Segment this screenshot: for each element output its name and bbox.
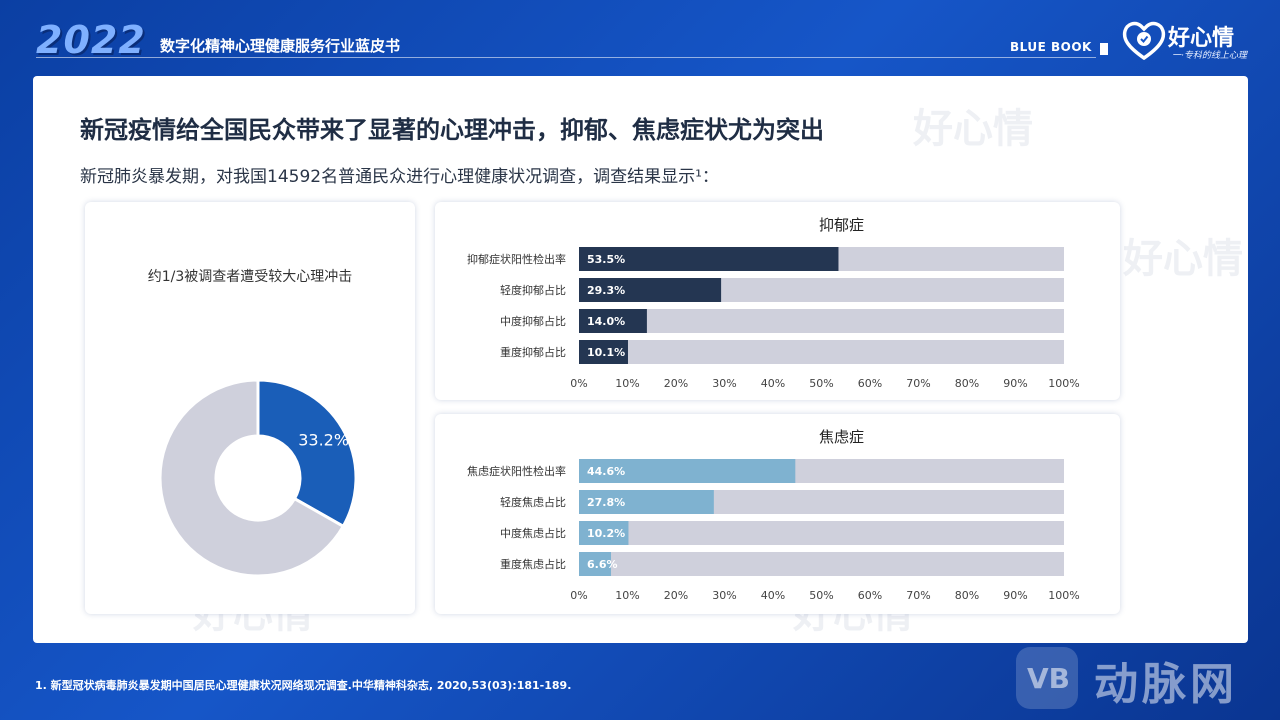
- x-tick-label: 40%: [761, 377, 785, 390]
- x-tick-label: 60%: [858, 589, 882, 602]
- bar: [579, 247, 839, 271]
- bar: [579, 490, 714, 514]
- bar-track: [579, 552, 1064, 576]
- pie-chart: 33.2%: [158, 378, 358, 578]
- header-divider: [36, 57, 1096, 58]
- depression-chart-panel: 抑郁症抑郁症状阳性检出率 53.5% 轻度抑郁占比 29.3% 中度抑郁占比 14.0% 重…: [435, 202, 1120, 400]
- x-tick-label: 80%: [955, 377, 979, 390]
- x-tick-label: 0%: [570, 589, 587, 602]
- watermark: 好心情: [1123, 236, 1243, 282]
- x-tick-label: 80%: [955, 589, 979, 602]
- x-tick-label: 90%: [1003, 589, 1027, 602]
- bar-value-label: 53.5%: [587, 253, 625, 266]
- bar-chart-title: 焦虑症: [819, 428, 864, 446]
- bar-value-label: 27.8%: [587, 496, 625, 509]
- logo-tagline: 一·专科的线上心理: [1172, 51, 1247, 61]
- bar: [579, 340, 628, 364]
- category-label: 中度焦虑占比: [500, 526, 566, 540]
- category-label: 重度焦虑占比: [500, 557, 566, 571]
- bar-track: [579, 309, 1064, 333]
- vb-logo-letters: VB: [1027, 662, 1071, 695]
- bar-value-label: 6.6%: [587, 558, 618, 571]
- category-label: 中度抑郁占比: [500, 314, 566, 328]
- bar-track: [579, 340, 1064, 364]
- x-tick-label: 100%: [1048, 377, 1079, 390]
- x-tick-label: 20%: [664, 377, 688, 390]
- year-title: 2022: [36, 18, 146, 62]
- bar-value-label: 29.3%: [587, 284, 625, 297]
- heart-logo-icon: [1122, 21, 1166, 60]
- category-label: 焦虑症状阳性检出率: [467, 464, 566, 478]
- x-tick-label: 0%: [570, 377, 587, 390]
- bar-chart-title: 抑郁症: [819, 216, 864, 234]
- pie-slice: [158, 378, 346, 578]
- x-tick-label: 70%: [906, 377, 930, 390]
- x-tick-label: 70%: [906, 589, 930, 602]
- x-tick-label: 100%: [1048, 589, 1079, 602]
- vb-brand-text: 动脉网: [1094, 659, 1238, 710]
- bar-value-label: 10.1%: [587, 346, 625, 359]
- logo-text: 好心情: [1168, 26, 1235, 51]
- category-label: 抑郁症状阳性检出率: [467, 252, 566, 266]
- footnote: 1. 新型冠状病毒肺炎暴发期中国居民心理健康状况网络现况调查.中华精神科杂志, …: [35, 679, 572, 692]
- watermark: 好心情: [913, 106, 1033, 152]
- blue-book-label: BLUE BOOK: [1010, 40, 1092, 54]
- x-tick-label: 20%: [664, 589, 688, 602]
- header-marker: [1100, 43, 1108, 55]
- bar: [579, 552, 612, 576]
- bar: [579, 309, 647, 333]
- vb-logo-icon: [1016, 647, 1078, 709]
- pie-chart-panel: 约1/3被调查者遭受较大心理冲击 33.2%: [85, 202, 415, 614]
- page-subtitle: 新冠肺炎暴发期，对我国14592名普通民众进行心理健康状况调查，调查结果显示¹：: [80, 167, 719, 187]
- x-tick-label: 30%: [712, 377, 736, 390]
- x-tick-label: 50%: [809, 377, 833, 390]
- x-tick-label: 50%: [809, 589, 833, 602]
- header-bar: 2022 数字化精神心理健康服务行业蓝皮书 BLUE BOOK 好心情 一·专科…: [0, 0, 1280, 72]
- category-label: 轻度抑郁占比: [500, 283, 566, 297]
- book-title: 数字化精神心理健康服务行业蓝皮书: [160, 37, 401, 55]
- anxiety-chart-panel: 焦虑症焦虑症状阳性检出率 44.6% 轻度焦虑占比 27.8% 中度焦虑占比 10.2% 重…: [435, 414, 1120, 614]
- bar-value-label: 10.2%: [587, 527, 625, 540]
- x-tick-label: 10%: [615, 589, 639, 602]
- bar-value-label: 14.0%: [587, 315, 625, 328]
- x-tick-label: 90%: [1003, 377, 1027, 390]
- x-tick-label: 10%: [615, 377, 639, 390]
- bar-track: [579, 521, 1064, 545]
- brand-logo: 好心情 一·专科的线上心理: [1122, 18, 1252, 64]
- page-title: 新冠疫情给全国民众带来了显著的心理冲击，抑郁、焦虑症状尤为突出: [80, 116, 824, 144]
- bar: [579, 521, 629, 545]
- pie-slice: [256, 378, 358, 529]
- content-card: 好心情 好心情 好心情 好心情 新冠疫情给全国民众带来了显著的心理冲击，抑郁、焦…: [33, 76, 1248, 643]
- x-tick-label: 40%: [761, 589, 785, 602]
- pie-slice-label: 33.2%: [298, 431, 349, 450]
- x-tick-label: 60%: [858, 377, 882, 390]
- bar-value-label: 44.6%: [587, 465, 625, 478]
- x-tick-label: 30%: [712, 589, 736, 602]
- pie-chart-title: 约1/3被调查者遭受较大心理冲击: [147, 269, 353, 285]
- bar: [579, 459, 796, 483]
- category-label: 重度抑郁占比: [500, 345, 566, 359]
- bar: [579, 278, 722, 302]
- category-label: 轻度焦虑占比: [500, 495, 566, 509]
